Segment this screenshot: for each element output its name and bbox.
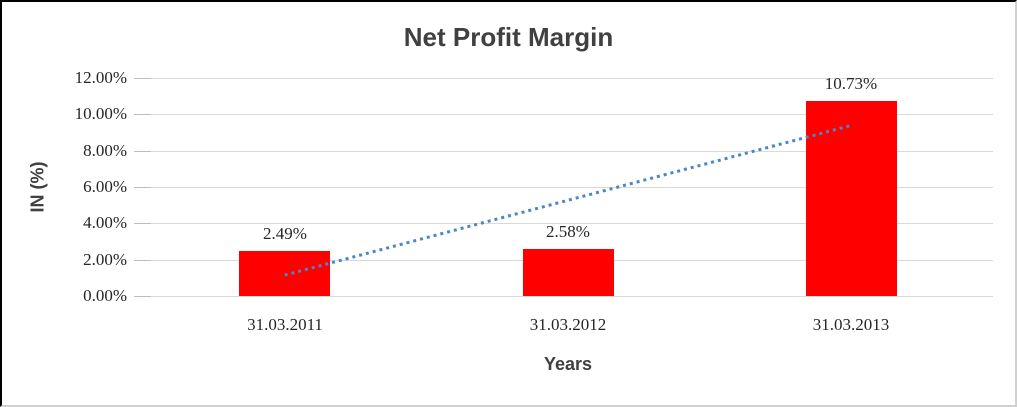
y-axis-tick	[134, 223, 151, 224]
y-tick-label: 12.00%	[74, 68, 127, 87]
y-axis-tick	[134, 114, 151, 115]
gridline	[143, 114, 993, 115]
y-axis-tick	[134, 78, 151, 79]
data-label: 2.49%	[263, 224, 307, 243]
y-axis-tick	[134, 151, 151, 152]
x-axis-title: Years	[543, 354, 593, 374]
bar-31.03.2011	[239, 251, 330, 296]
y-axis-tick	[134, 187, 151, 188]
gridline	[143, 296, 993, 297]
y-axis-tick	[134, 296, 151, 297]
gridline	[143, 78, 993, 79]
y-axis-tick	[134, 260, 151, 261]
x-tick-label: 31.03.2012	[529, 315, 607, 334]
y-tick-label: 6.00%	[83, 177, 127, 196]
data-label: 2.58%	[546, 222, 590, 241]
bar-31.03.2012	[523, 249, 614, 296]
y-tick-label: 2.00%	[83, 250, 127, 269]
y-tick-label: 4.00%	[83, 213, 127, 232]
y-tick-label: 10.00%	[74, 104, 127, 123]
data-label: 10.73%	[824, 74, 878, 93]
bar-31.03.2013	[806, 101, 897, 296]
x-tick-label: 31.03.2011	[247, 315, 323, 334]
y-tick-label: 8.00%	[83, 141, 127, 160]
y-tick-label: 0.00%	[83, 286, 127, 305]
x-tick-label: 31.03.2013	[812, 315, 890, 334]
chart-title: Net Profit Margin	[403, 22, 614, 52]
